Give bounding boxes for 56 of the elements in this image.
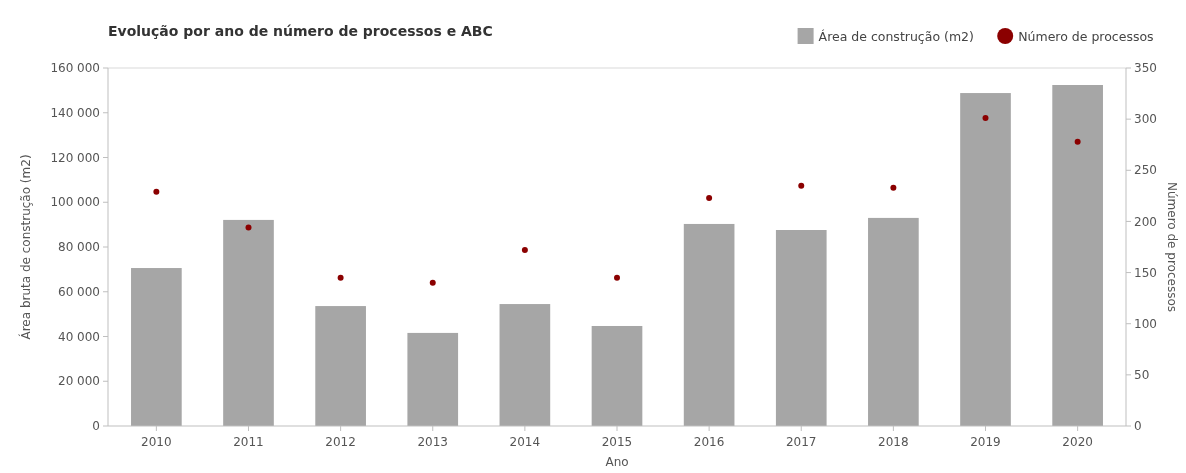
legend-label: Número de processos (1018, 29, 1154, 44)
y-tick-label: 100 000 (50, 195, 100, 210)
y-tick-label: 20 000 (58, 374, 100, 389)
bar (223, 219, 274, 426)
y-tick-label: 120 000 (50, 150, 100, 165)
x-tick-label: 2020 (1062, 435, 1093, 449)
point (890, 184, 897, 191)
bar (1052, 85, 1103, 426)
bar (499, 304, 551, 426)
point (706, 194, 713, 201)
x-tick-label: 2015 (601, 435, 633, 449)
y2-tick-label: 150 (1134, 265, 1157, 280)
point (245, 224, 252, 231)
y2-tick-label: 0 (1134, 419, 1142, 434)
y2-tick-label: 100 (1134, 316, 1157, 331)
point (798, 182, 805, 189)
y2-axis-title: Número de processos (1165, 181, 1179, 313)
chart-title: Evolução por ano de número de processos e ABC (108, 23, 493, 39)
x-tick-label: 2014 (509, 435, 541, 449)
bar (315, 306, 366, 426)
bar (591, 325, 643, 426)
bar (775, 230, 827, 426)
y-tick-label: 40 000 (58, 329, 100, 344)
y-tick-label: 80 000 (58, 240, 100, 255)
point (521, 247, 528, 254)
bar (960, 93, 1011, 426)
x-tick-label: 2010 (141, 435, 172, 449)
x-tick-label: 2012 (325, 435, 356, 449)
x-tick-label: 2011 (233, 435, 264, 449)
x-tick-label: 2019 (970, 435, 1001, 449)
y-tick-label: 160 000 (50, 61, 100, 76)
y-tick-label: 60 000 (58, 284, 100, 299)
bar (868, 217, 919, 426)
x-tick-label: 2017 (785, 435, 817, 449)
point (614, 274, 620, 281)
y2-tick-label: 250 (1134, 163, 1157, 178)
point (982, 115, 989, 122)
y2-tick-label: 50 (1134, 368, 1150, 383)
point (429, 279, 436, 286)
x-axis-title: Ano (605, 455, 629, 469)
y-tick-label: 140 000 (50, 105, 100, 120)
y-axis-title: Área bruta de construção (m2) (18, 154, 33, 340)
point (337, 274, 344, 281)
point (153, 188, 160, 195)
legend-label: Área de construção (m2) (818, 29, 974, 44)
y2-tick-label: 200 (1134, 214, 1157, 229)
x-tick-label: 2013 (417, 435, 449, 449)
x-tick-label: 2016 (693, 435, 725, 449)
bar (407, 332, 459, 426)
y2-tick-label: 300 (1134, 112, 1157, 127)
y2-tick-label: 350 (1134, 61, 1157, 76)
y-tick-label: 0 (92, 419, 100, 434)
bar (131, 268, 182, 426)
bar (683, 223, 735, 426)
point (1074, 138, 1081, 145)
x-tick-label: 2018 (878, 435, 909, 449)
